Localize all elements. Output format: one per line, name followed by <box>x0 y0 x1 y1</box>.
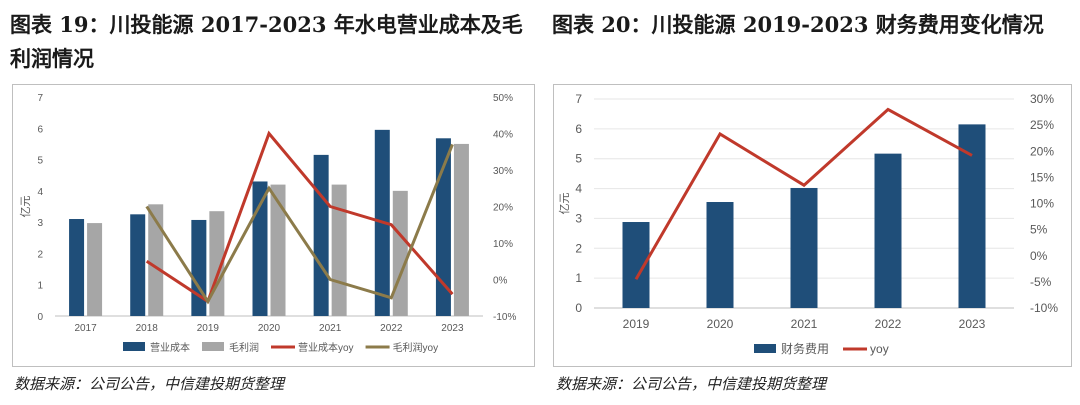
right-chart-y2-tick-label: 15% <box>1030 170 1054 184</box>
left-chart-legend-swatch-营业成本 <box>123 342 145 351</box>
left-chart-legend-label-营业成本yoy: 营业成本yoy <box>298 341 354 354</box>
right-chart-y2-tick-label: -5% <box>1030 275 1052 289</box>
left-chart-y-tick-label: 7 <box>37 93 43 104</box>
right-chart-bar-财务费用 <box>874 153 902 308</box>
right-chart-y2-tick-label: 20% <box>1030 144 1054 158</box>
left-chart-bar-营业成本 <box>69 219 85 316</box>
left-chart-x-tick-label: 2022 <box>380 323 403 334</box>
left-chart-bar-毛利润 <box>87 223 103 316</box>
left-chart-legend-swatch-毛利润 <box>202 342 224 351</box>
right-chart-y-tick-label: 6 <box>575 122 582 136</box>
right-chart-y2-tick-label: 25% <box>1030 118 1054 132</box>
left-chart-y-tick-label: 4 <box>37 187 43 198</box>
left-chart-y-tick-label: 2 <box>37 249 43 260</box>
left-chart-legend-label-毛利润: 毛利润 <box>229 341 259 354</box>
right-chart-y-tick-label: 1 <box>575 271 582 285</box>
left-chart-y-tick-label: 6 <box>37 124 43 135</box>
left-chart-x-tick-label: 2021 <box>319 323 342 334</box>
right-figure-title: 图表 20：川投能源 2019-2023 财务费用变化情况 <box>552 12 1044 37</box>
left-chart-bar-毛利润 <box>148 204 164 316</box>
left-chart-bar-毛利润 <box>331 184 347 316</box>
left-chart-y2-tick-label: 0% <box>493 276 508 287</box>
right-chart-legend-swatch-财务费用 <box>754 344 776 353</box>
left-chart-bar-毛利润 <box>453 143 469 316</box>
left-chart-y-tick-label: 3 <box>37 218 43 229</box>
left-chart-bar-营业成本 <box>130 214 146 316</box>
left-chart-x-tick-label: 2023 <box>441 323 464 334</box>
left-chart-line-毛利润yoy <box>145 143 454 305</box>
right-chart-y-tick-label: 3 <box>575 211 582 225</box>
left-chart-y2-tick-label: 40% <box>493 130 513 141</box>
left-chart-y2-tick-label: 10% <box>493 239 513 250</box>
left-figure-title: 图表 19：川投能源 2017-2023 年水电营业成本及毛利润情况 <box>10 12 523 71</box>
right-chart-x-tick-label: 2022 <box>875 317 902 331</box>
left-chart-bar-营业成本 <box>191 219 207 316</box>
left-chart-x-tick-label: 2020 <box>258 323 281 334</box>
right-chart-y-tick-label: 5 <box>575 152 582 166</box>
left-chart-y-tick-label: 5 <box>37 156 43 167</box>
left-chart-panel: 0 1 2 3 4 5 6 7 -10% 0% 10% 20% 30% 40% 50% 亿元 2017 2018 2… <box>12 84 535 367</box>
left-chart-bar-毛利润 <box>392 190 408 316</box>
right-chart-x-tick-label: 2020 <box>707 317 734 331</box>
right-chart-y2-tick-label: 5% <box>1030 223 1048 237</box>
right-chart-y-tick-label: 0 <box>575 301 582 315</box>
right-chart-y-tick-label: 7 <box>575 92 582 106</box>
left-chart-bar-营业成本 <box>252 181 268 316</box>
right-chart-bar-财务费用 <box>790 187 818 308</box>
right-chart-y-tick-label: 2 <box>575 241 582 255</box>
right-chart-x-tick-label: 2023 <box>959 317 986 331</box>
left-chart-x-tick-label: 2018 <box>136 323 159 334</box>
right-chart-x-tick-label: 2019 <box>623 317 650 331</box>
right-chart-y2-tick-label: 30% <box>1030 92 1054 106</box>
left-figure-source: 数据来源：公司公告，中信建投期货整理 <box>14 375 285 393</box>
right-chart: 0 1 2 3 4 5 6 7 -10% -5% 0% 5% 10% 15% 20% 25% 30% 亿元 2019… <box>558 92 1058 356</box>
left-chart-y-tick-label: 0 <box>37 312 43 323</box>
left-chart-y2-tick-label: 50% <box>493 93 513 104</box>
left-chart-line-营业成本yoy <box>145 130 454 304</box>
left-chart-x-tick-label: 2019 <box>197 323 220 334</box>
right-chart-y-axis-label: 亿元 <box>558 193 571 215</box>
right-chart-bar-财务费用 <box>706 202 734 308</box>
left-chart-y-axis-label: 亿元 <box>19 196 32 218</box>
left-chart-y2-tick-label: 30% <box>493 166 513 177</box>
right-chart-line-yoy <box>634 107 973 281</box>
right-chart-y-tick-label: 4 <box>575 182 582 196</box>
left-chart-y-tick-label: 1 <box>37 281 43 292</box>
right-chart-x-tick-label: 2021 <box>791 317 818 331</box>
left-chart-y2-tick-label: 20% <box>493 203 513 214</box>
right-chart-y2-tick-label: 10% <box>1030 197 1054 211</box>
left-chart-bar-营业成本 <box>435 138 451 316</box>
right-chart-panel: 0 1 2 3 4 5 6 7 -10% -5% 0% 5% 10% 15% 20% 25% 30% 亿元 2019… <box>553 84 1072 367</box>
left-chart-bar-毛利润 <box>270 184 286 316</box>
left-chart-legend-label-营业成本: 营业成本 <box>150 341 190 354</box>
left-chart-bar-营业成本 <box>313 154 329 316</box>
right-figure-source: 数据来源：公司公告，中信建投期货整理 <box>556 375 827 393</box>
left-chart-y2-tick-label: -10% <box>493 312 516 323</box>
right-chart-legend-label-yoy: yoy <box>870 342 889 356</box>
left-chart-x-tick-label: 2017 <box>74 323 97 334</box>
right-chart-legend-label-财务费用: 财务费用 <box>781 341 829 356</box>
right-chart-y2-tick-label: -10% <box>1030 301 1058 315</box>
right-chart-y2-tick-label: 0% <box>1030 249 1048 263</box>
left-chart: 0 1 2 3 4 5 6 7 -10% 0% 10% 20% 30% 40% 50% 亿元 2017 2018 2… <box>19 93 516 354</box>
left-chart-legend-label-毛利润yoy: 毛利润yoy <box>393 341 439 354</box>
